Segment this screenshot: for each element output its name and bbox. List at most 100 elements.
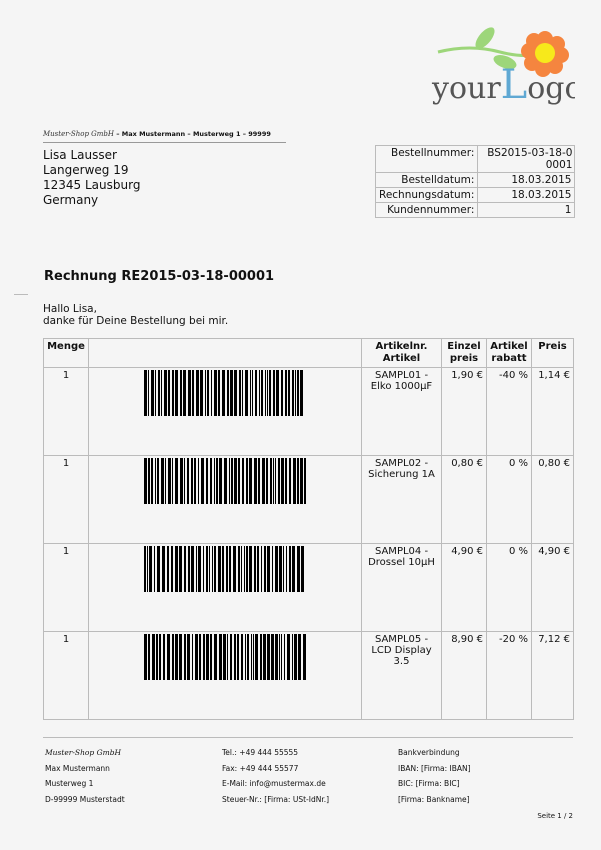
barcode-bar — [275, 458, 276, 504]
barcode-bar — [214, 370, 217, 416]
barcode-bar — [259, 370, 260, 416]
barcode-bar — [198, 546, 201, 592]
info-label: Bestellnummer: — [374, 145, 479, 173]
barcode-bar — [179, 634, 182, 680]
barcode-bar — [230, 634, 232, 680]
barcode-bar — [255, 634, 258, 680]
barcode-bar — [205, 370, 206, 416]
company-logo: yourLogo — [431, 27, 575, 107]
header-rabatt: Artikel rabatt — [486, 338, 532, 368]
recipient-country: Germany — [43, 193, 99, 207]
cell-rabatt: 0 % — [486, 455, 532, 544]
barcode-bar — [285, 370, 287, 416]
barcode-bar — [201, 458, 204, 504]
barcode-bar — [219, 634, 222, 680]
barcode-bar — [257, 546, 259, 592]
barcode-bar — [294, 634, 297, 680]
barcode-bar — [288, 370, 290, 416]
barcode-bar — [168, 458, 171, 504]
barcode-bar — [260, 634, 262, 680]
greeting-line: danke für Deine Bestellung bei mir. — [43, 315, 229, 327]
barcode-bar — [269, 370, 271, 416]
footer-company: Muster-Shop GmbH Max Mustermann Musterwe… — [45, 745, 125, 807]
barcode-bar — [281, 458, 284, 504]
header-preis: Preis — [531, 338, 574, 368]
barcode-bar — [230, 370, 233, 416]
cell-artikel: SAMPL04 - Drossel 10µH — [361, 543, 442, 632]
barcode-bar — [241, 634, 243, 680]
footer-text: IBAN: [Firma: IBAN] — [398, 763, 471, 773]
barcode-bar — [246, 546, 248, 592]
barcode-bar — [227, 634, 228, 680]
barcode-bar — [188, 546, 190, 592]
cell-rabatt: 0 % — [486, 543, 532, 632]
barcode-bar — [304, 458, 306, 504]
cell-preis: 4,90 € — [531, 543, 574, 632]
barcode-bar — [258, 458, 260, 504]
barcode-bar — [188, 370, 191, 416]
footer-bank: Bankverbindung IBAN: [Firma: IBAN] BIC: … — [398, 745, 471, 807]
barcode-bar — [155, 458, 156, 504]
barcode-bar — [279, 634, 280, 680]
barcode-bar — [203, 634, 205, 680]
barcode-bar — [218, 546, 221, 592]
barcode-bar — [180, 370, 182, 416]
footer-contact: Tel.: +49 444 55555 Fax: +49 444 55577 E… — [222, 745, 329, 807]
barcode-bar — [159, 634, 161, 680]
barcode-bar — [161, 458, 164, 504]
barcode-bar — [272, 546, 273, 592]
info-label: Bestelldatum: — [374, 172, 479, 188]
barcode-bar — [275, 546, 278, 592]
barcode-bar — [253, 634, 254, 680]
barcode-bar — [179, 546, 182, 592]
table-row: 1 SAMPL04 - Drossel 10µH 4,90 € 0 % 4,90… — [43, 543, 574, 632]
barcode-bar — [214, 546, 216, 592]
barcode-bar — [151, 458, 153, 504]
barcode-bar — [255, 370, 257, 416]
cell-preis: 7,12 € — [531, 631, 574, 720]
cell-barcode — [88, 543, 362, 632]
barcode-bar — [242, 370, 243, 416]
barcode-bar — [171, 546, 173, 592]
cell-preis: 1,14 € — [531, 367, 574, 456]
barcode-bar — [252, 370, 253, 416]
header-artikel: Artikelnr. Artikel — [361, 338, 442, 368]
barcode-bar — [262, 458, 265, 504]
barcode-bar — [154, 546, 155, 592]
barcode-bar — [195, 634, 198, 680]
barcode-bar — [245, 370, 248, 416]
info-value: 18.03.2015 — [477, 172, 576, 188]
recipient-address: Lisa Lausser Langerweg 19 12345 Lausburg… — [43, 148, 140, 208]
info-value: 18.03.2015 — [477, 187, 576, 203]
barcode-bar — [175, 370, 178, 416]
barcode-bar — [172, 370, 174, 416]
barcode-bar — [222, 546, 224, 592]
table-row: 1 SAMPL02 - Sicherung 1A 0,80 € 0 % 0,80… — [43, 455, 574, 544]
barcode — [144, 546, 304, 592]
barcode-bar — [156, 634, 158, 680]
barcode-bar — [271, 634, 274, 680]
barcode-bar — [194, 458, 196, 504]
barcode-bar — [206, 634, 209, 680]
barcode-bar — [293, 458, 296, 504]
barcode-bar — [199, 634, 201, 680]
barcode-bar — [281, 370, 283, 416]
cell-einzelpreis: 0,80 € — [441, 455, 487, 544]
barcode-bar — [155, 370, 156, 416]
barcode-bar — [223, 634, 226, 680]
barcode-bar — [192, 634, 193, 680]
barcode-bar — [265, 370, 266, 416]
header-barcode — [88, 338, 362, 368]
cell-rabatt: -40 % — [486, 367, 532, 456]
barcode-bar — [163, 634, 165, 680]
cell-rabatt: -20 % — [486, 631, 532, 720]
barcode-bar — [231, 458, 233, 504]
barcode-bar — [144, 370, 147, 416]
barcode-bar — [218, 370, 220, 416]
barcode-bar — [278, 458, 280, 504]
barcode-bar — [187, 458, 189, 504]
barcode-bar — [267, 634, 270, 680]
barcode-bar — [241, 546, 242, 592]
barcode-bar — [191, 458, 193, 504]
barcode-bar — [144, 634, 147, 680]
